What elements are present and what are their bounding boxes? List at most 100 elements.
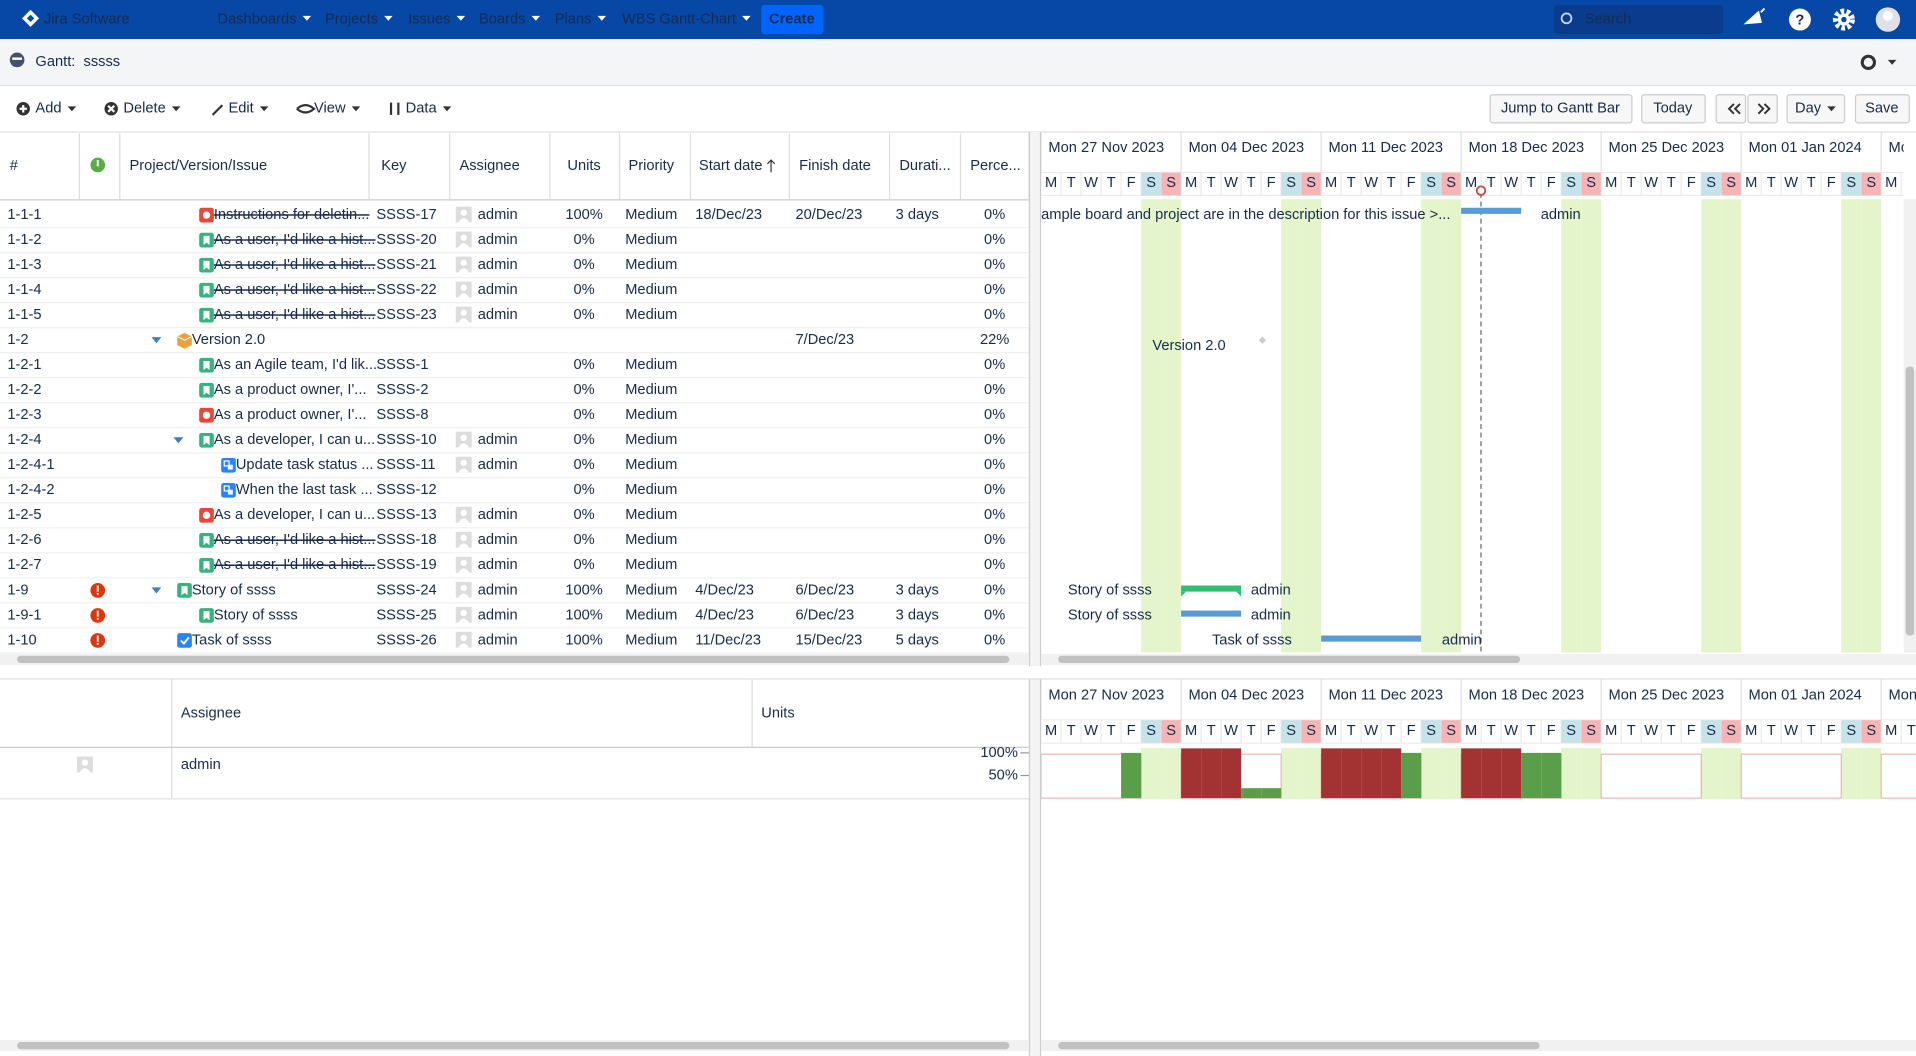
scrollbar-thumb[interactable] bbox=[17, 1042, 1009, 1049]
assignee-avatar-head bbox=[461, 585, 467, 591]
day-letter: S bbox=[1146, 175, 1156, 191]
day-letter: S bbox=[1446, 723, 1456, 739]
scrollbar-thumb[interactable] bbox=[1058, 656, 1520, 663]
alert-bang bbox=[97, 611, 99, 617]
expand-toggle[interactable] bbox=[152, 587, 162, 593]
day-letter: T bbox=[1067, 175, 1076, 191]
caret bbox=[443, 106, 452, 111]
vscroll-thumb[interactable] bbox=[1906, 367, 1915, 636]
column-header[interactable]: # bbox=[10, 158, 19, 174]
day-letter: S bbox=[1586, 175, 1596, 191]
cell-assignee: admin bbox=[478, 557, 518, 573]
issue-type-glyph bbox=[228, 490, 233, 495]
column-header[interactable]: Project/Version/Issue bbox=[130, 158, 268, 174]
issue-link[interactable]: Version 2.0 bbox=[192, 332, 265, 348]
toolbar-button[interactable]: Edit bbox=[229, 101, 254, 117]
day-letter: F bbox=[1547, 723, 1556, 739]
day-letter: W bbox=[1224, 723, 1238, 739]
issue-link[interactable]: As a product owner, I'... bbox=[214, 382, 367, 398]
weekend-column bbox=[1561, 748, 1581, 799]
day-letter: S bbox=[1566, 723, 1576, 739]
gantt-chart: MTWTFSSMTWTFSSMTWTFSSMTWTFSSMTWTFSSMTWTF… bbox=[1041, 132, 1916, 653]
column-header[interactable]: Durati... bbox=[899, 158, 950, 174]
expand-toggle[interactable] bbox=[174, 437, 184, 443]
issue-link[interactable]: As a user, I'd like a hist... bbox=[214, 232, 376, 248]
column-header[interactable]: Units bbox=[567, 158, 600, 174]
alert-header-bang bbox=[97, 160, 99, 166]
caret bbox=[352, 106, 361, 111]
issue-link[interactable]: As a developer, I can u... bbox=[214, 432, 375, 448]
issue-link[interactable]: As a product owner, I'... bbox=[214, 407, 367, 423]
toolbar-button[interactable]: Add bbox=[35, 101, 61, 117]
day-letter: T bbox=[1527, 723, 1536, 739]
column-header[interactable]: Perce... bbox=[970, 158, 1021, 174]
day-letter: T bbox=[1627, 175, 1636, 191]
nav-menu-item[interactable]: Issues bbox=[408, 11, 450, 27]
assignee-avatar-head bbox=[461, 435, 467, 441]
page-header bbox=[0, 39, 1916, 85]
nav-menu-item[interactable]: Projects bbox=[325, 11, 378, 27]
column-header[interactable]: Assignee bbox=[459, 158, 519, 174]
issue-link[interactable]: As a user, I'd like a hist... bbox=[214, 282, 376, 298]
day-letter: S bbox=[1586, 723, 1596, 739]
issue-link[interactable]: When the last task ... bbox=[236, 482, 373, 498]
gantt-bar[interactable] bbox=[1461, 208, 1521, 214]
issue-link[interactable]: Story of ssss bbox=[214, 607, 298, 623]
expand-toggle[interactable] bbox=[152, 337, 162, 343]
day-letter: S bbox=[1866, 723, 1876, 739]
nav-menu-item[interactable]: WBS Gantt-Chart bbox=[622, 11, 736, 27]
gantt-bar[interactable] bbox=[1181, 611, 1241, 617]
column-header[interactable]: Start date bbox=[699, 158, 763, 174]
cell-units: 100% bbox=[565, 632, 602, 648]
day-letter: M bbox=[1885, 175, 1897, 191]
column-header[interactable]: Key bbox=[381, 158, 407, 174]
gantt-bar[interactable] bbox=[1321, 636, 1421, 642]
nav-menu-item[interactable]: Dashboards bbox=[218, 11, 297, 27]
search-box[interactable] bbox=[1554, 5, 1723, 34]
row-number: 1-2-5 bbox=[7, 507, 41, 523]
load-bar bbox=[1381, 748, 1401, 798]
cell-duration: 5 days bbox=[896, 632, 939, 648]
issue-link[interactable]: As a developer, I can u... bbox=[214, 507, 375, 523]
toolbar-button[interactable]: Delete bbox=[123, 101, 165, 117]
toolbar-button[interactable]: Data bbox=[406, 101, 438, 117]
toolbar-button-frame[interactable] bbox=[1716, 95, 1745, 123]
weekend-column bbox=[1701, 748, 1721, 799]
scrollbar-thumb[interactable] bbox=[1058, 1042, 1539, 1049]
issue-link[interactable]: As a user, I'd like a hist... bbox=[214, 257, 376, 273]
caret bbox=[68, 106, 77, 111]
day-letter: S bbox=[1726, 175, 1736, 191]
column-header[interactable]: Finish date bbox=[799, 158, 871, 174]
issue-link[interactable]: As a user, I'd like a hist... bbox=[214, 532, 376, 548]
issue-link[interactable]: Story of ssss bbox=[192, 582, 276, 598]
issue-link[interactable]: As an Agile team, I'd lik... bbox=[214, 357, 377, 373]
nav-menu-item[interactable]: Plans bbox=[555, 11, 592, 27]
day-letter: F bbox=[1407, 723, 1416, 739]
cell-priority: Medium bbox=[625, 532, 677, 548]
cell-duration: 3 days bbox=[896, 582, 939, 598]
toolbar-icon bbox=[297, 105, 314, 112]
resource-chart: MTWTFSSMTWTFSSMTWTFSSMTWTFSSMTWTFSSMTWTF… bbox=[1041, 680, 1916, 800]
cell-priority: Medium bbox=[625, 432, 677, 448]
toolbar-button[interactable]: View bbox=[314, 101, 346, 117]
issue-link[interactable]: Instructions for deletin... bbox=[214, 207, 370, 223]
cell-priority: Medium bbox=[625, 482, 677, 498]
nav-menu-item[interactable]: Boards bbox=[479, 11, 525, 27]
issue-link[interactable]: As a user, I'd like a hist... bbox=[214, 557, 376, 573]
issue-link[interactable]: As a user, I'd like a hist... bbox=[214, 307, 376, 323]
day-letter: F bbox=[1267, 175, 1276, 191]
day-letter: W bbox=[1644, 175, 1658, 191]
issue-link[interactable]: Update task status ... bbox=[236, 457, 374, 473]
column-header[interactable]: Priority bbox=[628, 158, 674, 174]
row-number: 1-1-2 bbox=[7, 232, 41, 248]
cell-duration: 3 days bbox=[896, 607, 939, 623]
day-letter: T bbox=[1067, 723, 1076, 739]
scrollbar-thumb[interactable] bbox=[17, 656, 1009, 663]
day-letter: F bbox=[1407, 175, 1416, 191]
cell-percent: 0% bbox=[984, 607, 1005, 623]
cell-start: 4/Dec/23 bbox=[695, 582, 754, 598]
day-letter: T bbox=[1207, 723, 1216, 739]
gantt-bar[interactable] bbox=[1181, 586, 1241, 592]
issue-link[interactable]: Task of ssss bbox=[192, 632, 272, 648]
assignee-avatar-head bbox=[461, 610, 467, 616]
